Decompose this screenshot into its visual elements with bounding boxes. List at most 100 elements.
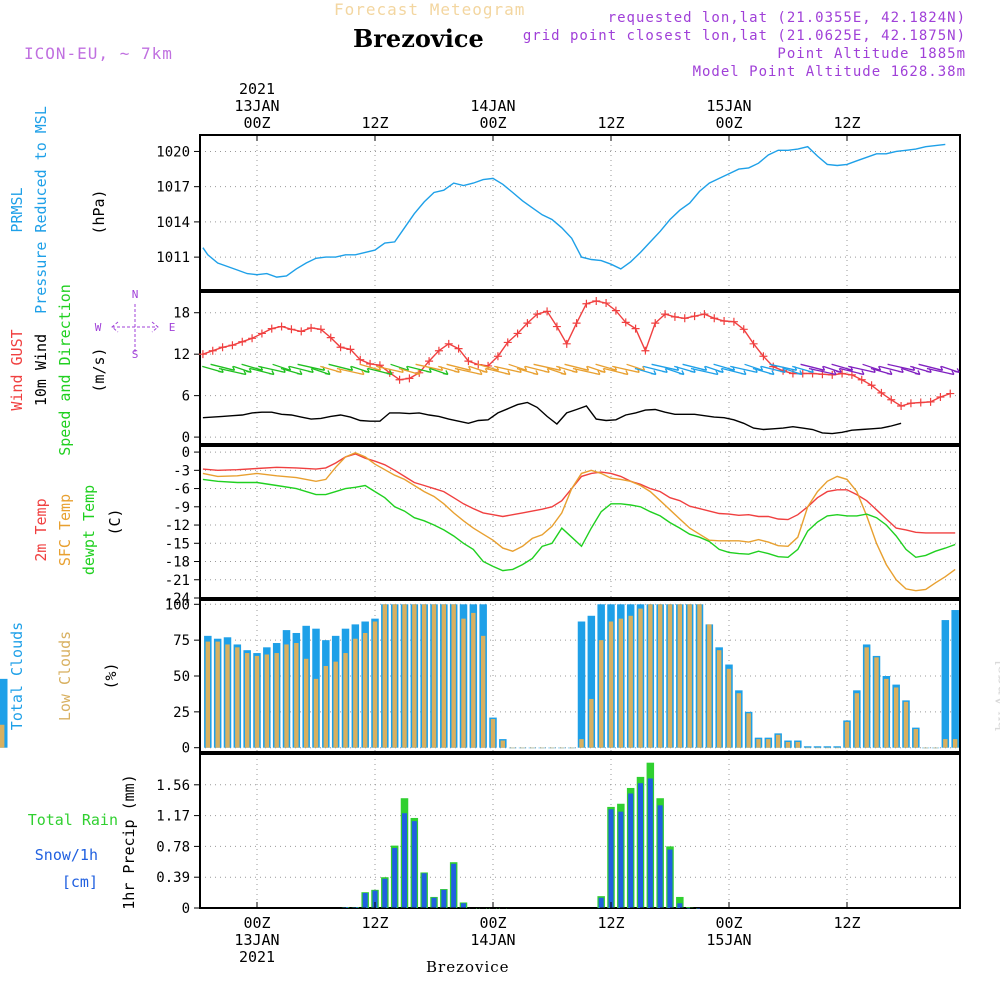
gust-marker <box>366 359 375 368</box>
rain-bar <box>685 907 694 908</box>
y-tick-label: -18 <box>165 555 190 571</box>
forecast-subtitle: Forecast Meteogram <box>334 0 526 19</box>
wind-arrow <box>280 367 303 376</box>
snow-bar <box>401 813 407 908</box>
snow-bar <box>618 811 624 908</box>
low-cloud-bar <box>264 654 270 748</box>
gust-marker <box>857 375 866 384</box>
low-cloud-bar <box>412 604 417 748</box>
time-label-bottom: 00Z <box>715 914 742 932</box>
time-label-top: 13JAN <box>234 97 279 115</box>
low-cloud-bar <box>657 604 663 748</box>
label-c: (C) <box>106 508 124 535</box>
gust-marker <box>228 341 237 350</box>
gust-marker <box>631 324 640 333</box>
wind-arrow <box>351 365 370 374</box>
gust-marker <box>248 334 257 343</box>
wind-arrow <box>210 363 236 371</box>
snow-bar <box>696 908 702 909</box>
low-cloud-bar <box>795 741 801 748</box>
gust-marker <box>267 324 276 333</box>
gust-marker <box>680 314 689 323</box>
footer-station: Brezovice <box>426 958 510 976</box>
low-cloud-bar <box>716 650 722 748</box>
gust-marker <box>198 350 207 359</box>
series-sfc-line <box>202 451 956 592</box>
point-altitude: Point Altitude 1885m <box>777 46 966 62</box>
y-tick-label: 1014 <box>156 215 190 231</box>
low-cloud-bar <box>844 721 850 748</box>
gust-marker <box>543 307 552 316</box>
snow-bar <box>637 783 643 908</box>
gust-marker <box>454 344 463 353</box>
gust-marker <box>661 310 670 319</box>
y-tick-label: 50 <box>173 669 190 685</box>
low-cloud-bar <box>441 604 447 748</box>
low-cloud-bar <box>303 658 309 748</box>
wind-arrow <box>761 365 786 374</box>
low-cloud-bar <box>746 713 751 748</box>
y-tick-label: 0 <box>182 445 190 461</box>
low-cloud-bar <box>598 640 604 748</box>
label-wind-dir: Speed and Direction <box>56 284 74 456</box>
wind-arrow <box>525 365 550 374</box>
low-cloud-bar <box>667 604 673 748</box>
gust-marker <box>552 322 561 331</box>
gust-marker <box>257 329 266 338</box>
label-dewpt-temp: dewpt Temp <box>80 485 98 575</box>
gust-marker <box>346 345 355 354</box>
wind-arrow <box>783 367 803 376</box>
y-tick-label: 1.17 <box>156 809 190 825</box>
low-cloud-bar <box>490 719 496 748</box>
gust-marker <box>277 322 286 331</box>
compass-w: W <box>95 321 102 334</box>
time-label-top: 00Z <box>715 114 742 132</box>
wind-arrow <box>469 365 488 374</box>
gust-marker <box>739 325 748 334</box>
low-cloud-bar <box>421 604 427 748</box>
gust-marker <box>336 343 345 352</box>
total-cloud-bar <box>587 615 596 748</box>
gust-marker <box>533 310 542 319</box>
low-cloud-bar <box>530 747 535 749</box>
low-cloud-bar <box>893 687 899 748</box>
gust-marker <box>464 357 473 366</box>
label-ms: (m/s) <box>90 347 108 392</box>
label-prmsl: PRMSL <box>8 187 26 232</box>
gust-marker <box>523 319 532 328</box>
snow-bar <box>451 863 457 908</box>
low-cloud-bar <box>313 678 319 748</box>
label-10m-wind: 10m Wind <box>32 334 50 406</box>
gust-marker <box>562 339 571 348</box>
y-tick-label: 12 <box>173 347 190 363</box>
low-cloud-bar <box>913 729 919 748</box>
gust-marker <box>307 323 316 332</box>
series-gust-line <box>202 300 951 407</box>
gust-marker <box>670 312 679 321</box>
model-label: ICON-EU, ~ 7km <box>24 44 173 63</box>
low-cloud-bar <box>933 747 938 749</box>
low-cloud-bar <box>618 618 624 748</box>
wind-arrow <box>879 365 904 374</box>
low-cloud-bar <box>471 612 476 748</box>
snow-bar <box>411 821 417 908</box>
wind-arrow <box>918 363 944 371</box>
label-total-clouds: Total Clouds <box>8 622 26 730</box>
wind-arrow <box>249 367 275 376</box>
low-cloud-bar <box>579 739 584 748</box>
low-cloud-bar <box>500 740 506 748</box>
gust-marker <box>316 325 325 334</box>
low-cloud-bar <box>215 641 220 748</box>
gust-marker <box>651 319 660 328</box>
gust-marker <box>602 299 611 308</box>
wind-arrow <box>603 367 629 376</box>
wind-arrow <box>926 367 955 376</box>
gust-marker <box>897 402 906 410</box>
time-label-bottom: 15JAN <box>706 931 751 949</box>
gust-marker <box>926 397 935 406</box>
total-cloud-bar <box>813 746 822 748</box>
wind-arrow <box>626 363 646 371</box>
wind-arrow <box>744 363 764 371</box>
low-cloud-bar <box>697 604 702 748</box>
